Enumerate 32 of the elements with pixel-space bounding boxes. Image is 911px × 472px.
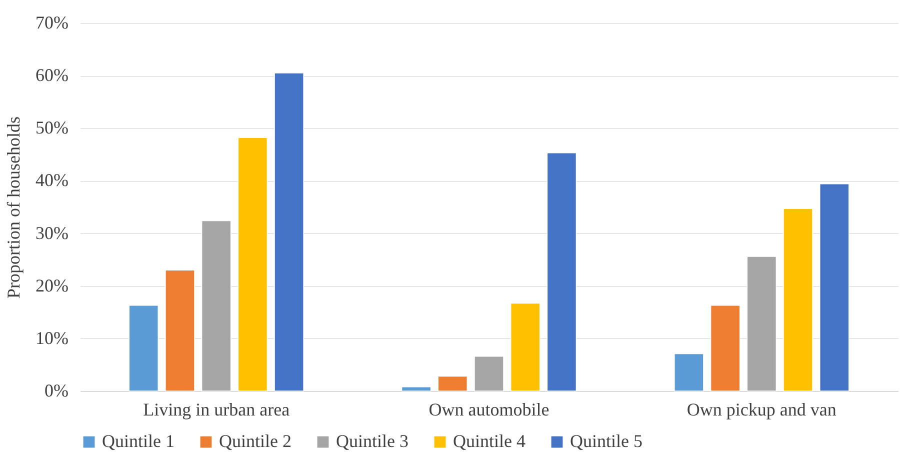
y-tick-label: 20% [36,275,68,296]
y-tick-label: 30% [36,222,68,243]
legend-label: Quintile 1 [102,431,174,451]
y-tick-label: 0% [44,380,68,400]
legend-label: Quintile 2 [219,431,292,451]
bar [438,376,468,392]
y-tick-label: 60% [36,65,68,86]
x-tick-label: Own pickup and van [686,400,836,420]
bar [674,353,704,392]
legend-label: Quintile 5 [570,431,642,451]
x-tick-label: Own automobile [428,400,550,420]
y-tick-label: 40% [36,170,68,190]
bar [474,356,504,392]
bar [128,304,159,392]
bar [274,72,304,392]
bar [710,304,740,392]
legend-label: Quintile 3 [336,431,408,451]
y-tick-label: 50% [36,118,68,138]
bar [819,183,850,392]
legend-label: Quintile 4 [453,431,526,451]
bar [783,208,813,392]
bar [165,270,195,392]
bar [510,302,540,392]
x-tick-label: Living in urban area [143,400,290,420]
y-axis-title: Proportion of households [4,116,24,298]
bar [401,386,432,392]
bar [546,152,577,392]
y-tick-label: 70% [36,12,68,32]
bar [746,256,777,392]
y-tick-label: 10% [36,328,68,348]
bar [238,137,268,392]
bar [201,220,232,392]
